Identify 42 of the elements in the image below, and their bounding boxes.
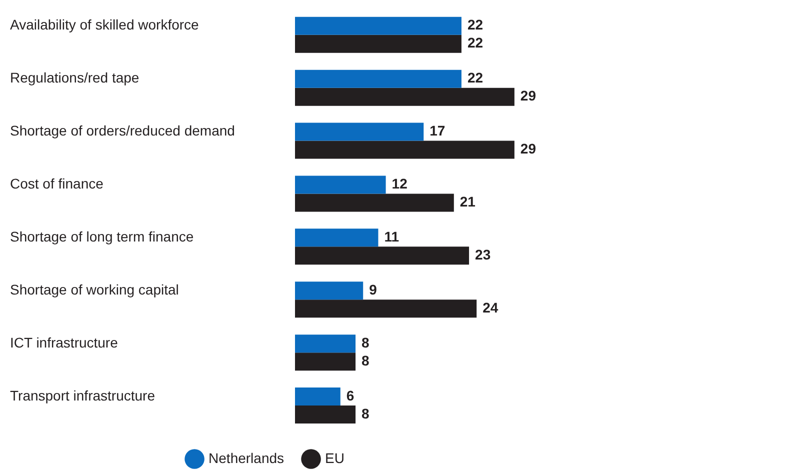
data-label: 8 [362, 334, 370, 350]
y-tick-label: Shortage of orders/reduced demand [10, 122, 235, 139]
bar [295, 388, 340, 406]
data-label: 17 [430, 122, 446, 139]
legend-label: EU [325, 450, 344, 466]
bar [295, 176, 386, 194]
data-label: 8 [362, 352, 370, 368]
data-label: 24 [482, 299, 498, 316]
bar [295, 140, 514, 159]
data-label: 6 [346, 387, 354, 404]
bar [295, 300, 477, 318]
data-label: 21 [460, 194, 476, 210]
y-tick-label: ICT infrastructure [10, 334, 118, 350]
bar [295, 194, 454, 212]
data-label: 29 [520, 140, 536, 157]
y-tick-label: Shortage of working capital [10, 281, 179, 298]
bar [295, 282, 364, 300]
bar [295, 88, 514, 106]
y-tick-label: Shortage of long term finance [10, 228, 194, 245]
y-tick-label: Regulations/red tape [10, 70, 140, 86]
bar [295, 246, 470, 265]
bar [295, 406, 356, 424]
bar [295, 228, 378, 247]
bar [295, 34, 462, 53]
y-tick-label: Availability of skilled workforce [10, 16, 200, 33]
y-tick-label: Transport infrastructure [10, 387, 156, 404]
data-label: 22 [467, 16, 484, 33]
data-label: 12 [392, 176, 408, 192]
bar [295, 122, 424, 141]
data-label: 9 [369, 281, 378, 298]
data-label: 11 [384, 228, 400, 245]
bar [295, 70, 462, 88]
bar [295, 334, 356, 353]
data-label: 22 [467, 70, 484, 86]
legend-label: Netherlands [208, 450, 284, 466]
data-label: 23 [475, 246, 491, 263]
bar [295, 16, 462, 35]
data-label: 8 [362, 405, 370, 422]
data-label: 22 [467, 34, 484, 51]
bar [295, 352, 356, 371]
data-label: 29 [520, 88, 536, 104]
y-tick-label: Cost of finance [10, 176, 104, 192]
